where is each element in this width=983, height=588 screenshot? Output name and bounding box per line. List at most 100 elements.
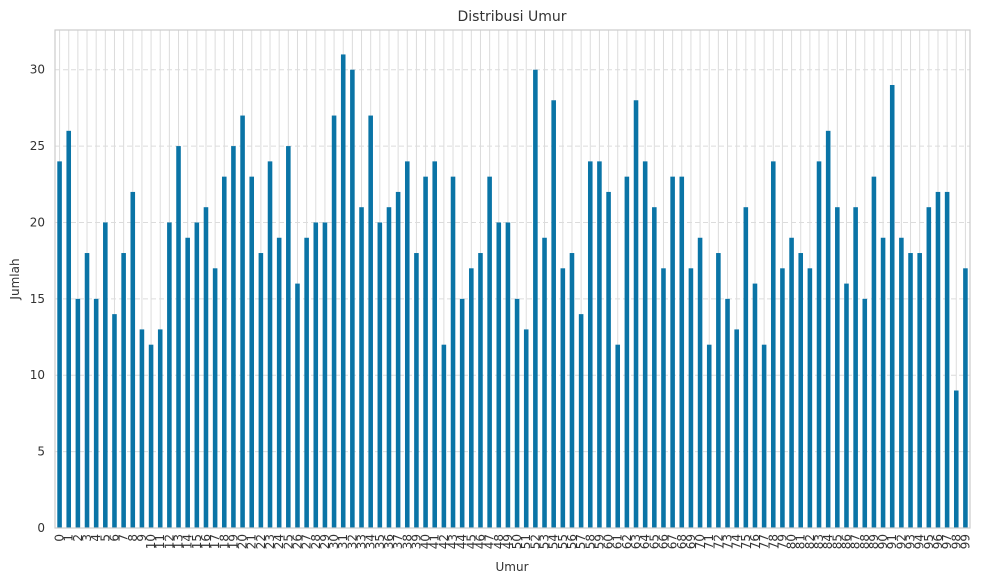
bar [249, 176, 255, 528]
bar [432, 161, 438, 528]
x-tick-label: 42 [437, 534, 451, 549]
bar [84, 253, 90, 528]
y-tick-label: 0 [37, 521, 45, 535]
x-tick-label: 43 [446, 534, 460, 549]
bar [670, 176, 675, 528]
x-tick-label: 57 [574, 534, 588, 549]
bar [194, 222, 200, 529]
bar [798, 253, 804, 528]
x-tick-label: 52 [528, 534, 542, 549]
bar [75, 298, 81, 528]
bar [121, 253, 126, 528]
x-tick-label: 75 [739, 534, 753, 549]
x-tick-label: 5 [98, 534, 112, 542]
x-tick-label: 16 [199, 534, 213, 549]
x-tick-label: 3 [80, 534, 94, 542]
bar [953, 390, 959, 528]
bar [807, 268, 813, 528]
x-tick-label: 31 [336, 534, 350, 549]
x-tick-label: 71 [702, 534, 716, 549]
bar [716, 253, 721, 528]
y-tick-label: 30 [30, 63, 45, 77]
x-tick-label: 51 [519, 534, 533, 549]
x-tick-label: 49 [501, 534, 515, 549]
x-tick-label: 61 [611, 534, 625, 549]
bar [770, 161, 776, 528]
x-tick-label: 27 [300, 534, 314, 549]
x-tick-label: 86 [839, 534, 853, 549]
x-tick-label: 46 [473, 534, 487, 549]
bar [743, 207, 749, 528]
x-tick-label: 78 [766, 534, 780, 549]
bar [66, 130, 72, 528]
x-tick-label: 81 [794, 534, 808, 549]
bar [404, 161, 410, 528]
bar [889, 84, 895, 528]
bar [551, 100, 556, 529]
bar [935, 191, 941, 528]
bar [231, 146, 236, 529]
bar [267, 161, 273, 528]
bar [597, 161, 602, 528]
bar [569, 253, 575, 528]
bar [176, 146, 181, 529]
bar [240, 115, 245, 528]
x-tick-label: 70 [693, 534, 707, 549]
x-tick-label: 74 [730, 534, 744, 549]
bar [917, 253, 922, 528]
x-tick-label: 10 [144, 534, 158, 549]
x-tick-label: 59 [592, 534, 606, 549]
bar [395, 191, 401, 528]
x-tick-label: 68 [675, 534, 689, 549]
x-tick-label: 26 [290, 534, 304, 549]
x-tick-label: 1 [62, 534, 76, 542]
bar [258, 253, 264, 528]
x-tick-label: 35 [373, 534, 387, 549]
bar [487, 176, 492, 528]
x-tick-label: 8 [126, 534, 140, 542]
bar [661, 268, 666, 528]
x-tick-label: 90 [876, 534, 890, 549]
x-tick-label: 34 [364, 534, 378, 549]
bar [697, 237, 703, 528]
bar [560, 268, 566, 528]
bar [167, 222, 172, 529]
bar [944, 191, 950, 528]
x-tick-label: 45 [464, 534, 478, 549]
x-tick-label: 41 [428, 534, 442, 549]
bar [899, 237, 904, 528]
bar [478, 253, 483, 528]
bar [368, 115, 373, 528]
bar [963, 268, 968, 528]
bar [423, 176, 428, 528]
bar [679, 176, 685, 528]
bar [359, 207, 364, 528]
x-tick-label: 80 [785, 534, 799, 549]
x-tick-label: 6 [107, 534, 121, 542]
bar [313, 222, 319, 529]
bar [350, 69, 355, 529]
bar [514, 298, 520, 528]
x-tick-label: 53 [538, 534, 552, 549]
x-tick-label: 55 [556, 534, 570, 549]
bar [533, 69, 538, 529]
x-tick-label: 50 [510, 534, 524, 549]
x-tick-label: 95 [922, 534, 936, 549]
x-tick-label: 29 [318, 534, 332, 549]
bar [816, 161, 822, 528]
x-tick-label: 44 [455, 534, 469, 549]
bar [469, 268, 474, 528]
bar [276, 237, 282, 528]
x-tick-label: 64 [638, 534, 652, 549]
bar [734, 329, 739, 528]
bar [286, 146, 291, 529]
y-tick-label: 5 [37, 445, 45, 459]
x-tick-label: 89 [867, 534, 881, 549]
x-tick-label: 2 [71, 534, 85, 542]
bar [780, 268, 785, 528]
bar [606, 191, 611, 528]
x-tick-label: 18 [217, 534, 231, 549]
bar [587, 161, 593, 528]
bar [157, 329, 163, 528]
